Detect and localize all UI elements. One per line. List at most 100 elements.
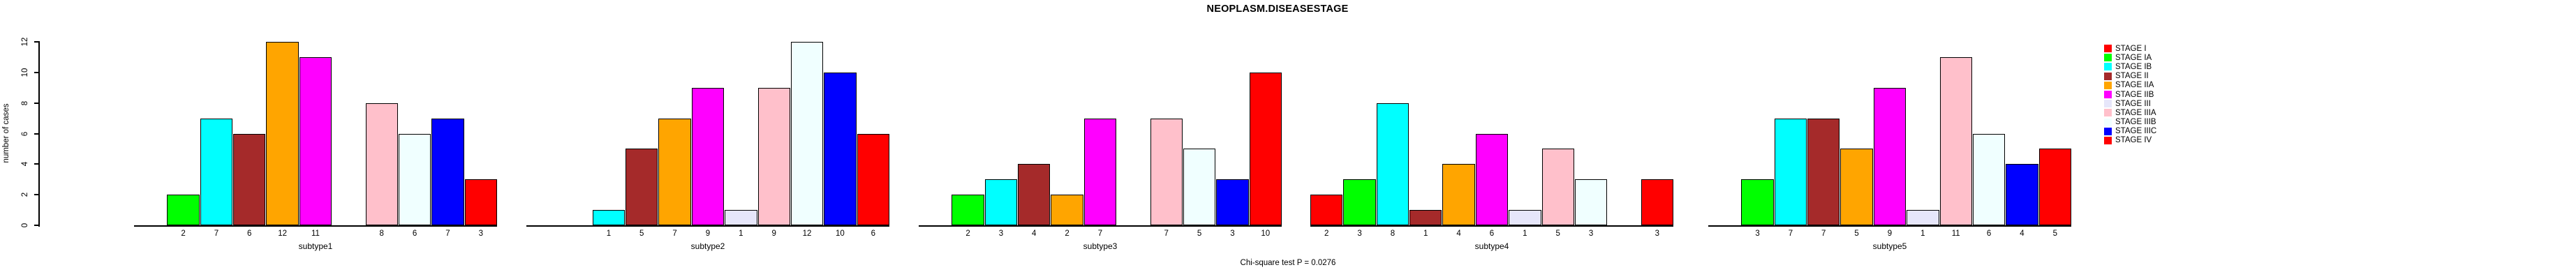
bar-slots xyxy=(134,41,497,225)
bar-value-label: 9 xyxy=(1887,229,1893,238)
bar-stage-iv xyxy=(857,134,889,225)
bar-value-label: 12 xyxy=(278,229,288,238)
bar-value-label: 6 xyxy=(247,229,252,238)
y-tick xyxy=(34,103,39,104)
bar-stage-ia xyxy=(952,195,984,225)
bar-slot xyxy=(1774,119,1807,225)
y-tick xyxy=(34,72,39,73)
chi-square-note: Chi-square test P = 0.0276 xyxy=(1240,259,1336,267)
bar-slot xyxy=(1183,149,1216,225)
bar-stage-iv xyxy=(1641,179,1673,225)
bar-stage-iia xyxy=(658,119,691,225)
bar-value-label: 4 xyxy=(1032,229,1037,238)
bar-stage-iiic xyxy=(431,119,464,225)
bar-slot xyxy=(1509,210,1541,225)
bar-value-label: 3 xyxy=(1588,229,1594,238)
legend-swatch xyxy=(2104,100,2112,108)
bar-value-label: 7 xyxy=(672,229,677,238)
legend-row: STAGE IIIA xyxy=(2104,108,2156,117)
bar-slot xyxy=(1741,179,1774,225)
legend-swatch xyxy=(2104,118,2112,126)
legend-swatch xyxy=(2104,81,2112,89)
bar-slot xyxy=(398,134,431,225)
legend-row: STAGE IB xyxy=(2104,62,2156,71)
legend-swatch xyxy=(2104,136,2112,144)
bar-stage-ia xyxy=(1343,179,1376,225)
bar-value-label: 1 xyxy=(1423,229,1428,238)
bar-stage-iiia xyxy=(365,103,398,225)
bar-value-label xyxy=(332,229,364,238)
bar-slot xyxy=(365,103,398,225)
bar-value-label: 6 xyxy=(1489,229,1495,238)
bar-stage-iia xyxy=(1442,164,1475,225)
bar-stage-iii xyxy=(1907,210,1939,225)
bar-value-labels: 2 7 6 12 11 8 6 7 3 xyxy=(134,229,497,238)
bar-stage-ia xyxy=(167,195,200,225)
y-tick xyxy=(34,41,39,43)
bar-slot xyxy=(2006,164,2038,225)
bar-value-label: 5 xyxy=(639,229,644,238)
legend-swatch xyxy=(2104,91,2112,99)
bar-stage-iv xyxy=(464,179,497,225)
subtype-label: subtype5 xyxy=(1872,241,1907,251)
bar-slot xyxy=(1873,88,1907,225)
bar-stage-ii xyxy=(1018,164,1051,225)
y-tick xyxy=(34,225,39,226)
bar-value-label: 8 xyxy=(379,229,384,238)
bar-stage-iiib xyxy=(1574,179,1608,225)
bar-slot xyxy=(431,119,464,225)
bar-slot xyxy=(1574,179,1608,225)
bar-slot xyxy=(1310,195,1343,225)
bar-stage-iia xyxy=(1840,149,1873,225)
bar-slot xyxy=(1376,103,1409,225)
bar-slot xyxy=(167,195,200,225)
bar-value-label: 12 xyxy=(802,229,812,238)
bar-value-label: 1 xyxy=(1523,229,1527,238)
bar-stage-iiib xyxy=(398,134,431,225)
y-tick-label: 8 xyxy=(21,100,29,106)
legend-label: STAGE IA xyxy=(2115,53,2152,62)
bar-slot xyxy=(984,179,1018,225)
bar-value-label: 11 xyxy=(1951,229,1960,238)
bar-value-label: 4 xyxy=(1456,229,1461,238)
bar-slot xyxy=(1840,149,1873,225)
bar-slot xyxy=(725,210,757,225)
y-tick-label: 0 xyxy=(21,223,29,228)
bar-slot xyxy=(1083,119,1117,225)
legend-label: STAGE IIIC xyxy=(2115,127,2157,136)
legend-row: STAGE III xyxy=(2104,99,2156,108)
bar-value-label: 7 xyxy=(1164,229,1169,238)
legend: STAGE I STAGE IA STAGE IB STAGE II STAGE IIA… xyxy=(2104,44,2156,145)
bar-value-label: 7 xyxy=(214,229,219,238)
legend-swatch xyxy=(2104,63,2112,71)
legend-label: STAGE I xyxy=(2115,44,2147,53)
bar-stage-iiic xyxy=(1216,179,1249,225)
bar-stage-i xyxy=(1310,195,1343,225)
legend-label: STAGE III xyxy=(2115,99,2151,108)
bar-slot xyxy=(691,88,725,225)
y-tick-label: 6 xyxy=(21,131,29,137)
bar-value-label xyxy=(559,229,591,238)
legend-row: STAGE IA xyxy=(2104,53,2156,62)
bar-stage-iiic xyxy=(824,73,857,225)
panel-subtype5: 3 7 7 5 9 1 11 6 4 5 subtype5 xyxy=(1708,41,2071,251)
bar-value-label xyxy=(134,229,166,238)
legend-row: STAGE II xyxy=(2104,72,2156,81)
y-tick-label: 4 xyxy=(21,161,29,167)
y-tick xyxy=(34,133,39,135)
panel-subtype3: 2 3 4 2 7 7 5 3 10 subtype3 xyxy=(919,41,1282,251)
bar-value-label: 2 xyxy=(965,229,970,238)
bar-value-labels: 3 7 7 5 9 1 11 6 4 5 xyxy=(1708,229,2071,238)
bar-value-label: 9 xyxy=(771,229,776,238)
bar-value-label: 1 xyxy=(739,229,743,238)
bar-value-label: 5 xyxy=(1555,229,1560,238)
bar-value-label: 10 xyxy=(1261,229,1271,238)
bar-slots xyxy=(526,41,889,225)
bar-value-label: 3 xyxy=(1357,229,1362,238)
bar-value-label: 9 xyxy=(705,229,711,238)
bar-value-label: 8 xyxy=(1390,229,1396,238)
bar-value-label xyxy=(1708,229,1740,238)
bar-slots xyxy=(919,41,1282,225)
bar-value-label: 2 xyxy=(1065,229,1069,238)
bar-stage-ii xyxy=(233,134,266,225)
